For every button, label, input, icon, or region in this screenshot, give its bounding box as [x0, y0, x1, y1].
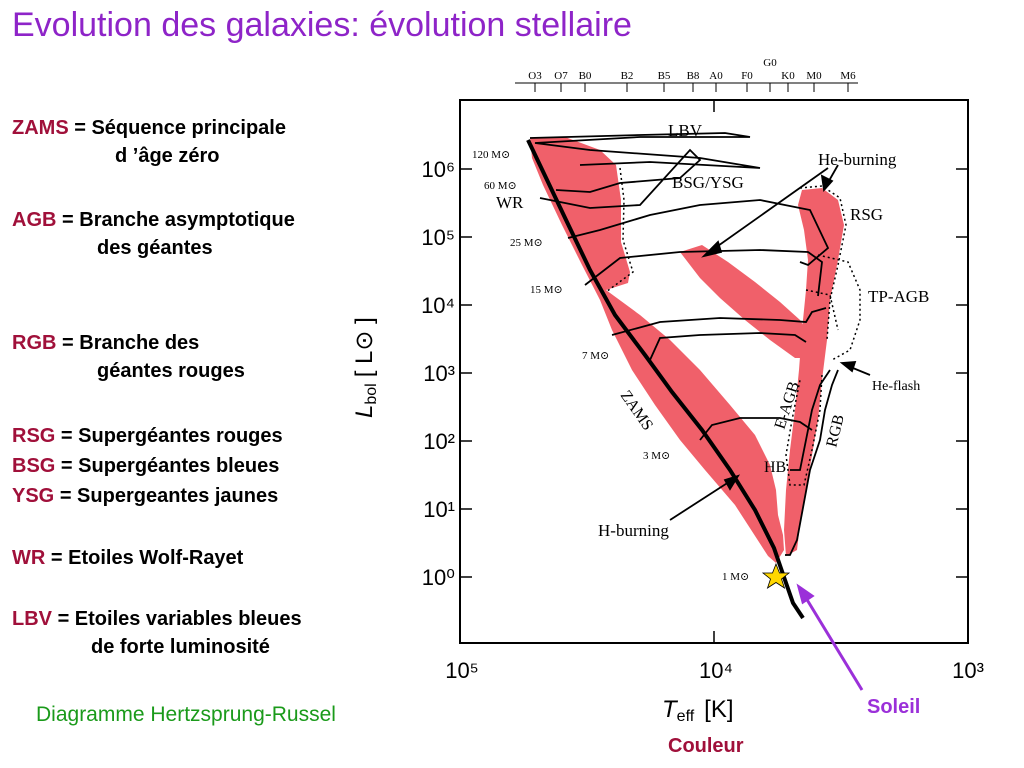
region-label: HB [764, 459, 786, 476]
region-label: WR [496, 193, 524, 212]
y-axis-unit: [ L⊙ ] [351, 317, 378, 377]
glossary-text: = Supergéantes bleues [60, 455, 280, 477]
x-axis-symbol: T [662, 696, 679, 723]
glossary-cont: des géantes [97, 237, 213, 259]
spectral-label: A0 [709, 70, 723, 82]
glossary-text: = Etoiles Wolf-Rayet [50, 547, 244, 569]
sun-star-icon [761, 562, 791, 589]
region-label: RSG [850, 205, 883, 224]
mass-label: 25 M⊙ [510, 237, 543, 249]
evolution-bands [530, 137, 844, 563]
glossary-abbr: BSG [12, 455, 56, 477]
y-tick-label: 10⁰ [422, 565, 455, 590]
glossary-cont: géantes rouges [97, 360, 245, 382]
y-tick-label: 10⁶ [421, 157, 455, 182]
glossary-zams: ZAMS = Séquence principale [12, 113, 286, 143]
x-tick-label: 10⁴ [699, 658, 733, 683]
glossary-agb: AGB = Branche asymptotique [12, 205, 295, 235]
y-tick-label: 10² [423, 429, 455, 454]
region-label: LBV [668, 121, 703, 140]
spectral-label: B5 [658, 70, 671, 82]
x-axis-sub: eff [677, 708, 695, 725]
glossary-abbr: RGB [12, 332, 57, 354]
glossary-rgb: RGB = Branche des [12, 328, 199, 358]
glossary-abbr: LBV [12, 608, 52, 630]
y-tick-label: 10¹ [423, 497, 455, 522]
glossary-abbr: YSG [12, 485, 55, 507]
spectral-label: B8 [687, 70, 700, 82]
x-axis-unit: [K] [704, 696, 733, 723]
spectral-label: M6 [840, 70, 856, 82]
y-tick-label: 10³ [423, 361, 455, 386]
glossary-text: = Supergéantes rouges [60, 425, 283, 447]
glossary-text: = Etoiles variables bleues [57, 608, 302, 630]
spectral-label: O7 [554, 70, 568, 82]
spectral-label: B2 [621, 70, 634, 82]
soleil-label: Soleil [867, 696, 921, 718]
x-tick-label: 10³ [952, 658, 984, 683]
mass-label: 3 M⊙ [643, 450, 670, 462]
region-label: He-burning [818, 150, 897, 169]
glossary-text: = Branche asymptotique [62, 209, 295, 231]
spectral-label: B0 [579, 70, 592, 82]
y-axis-label: Lbol [ L⊙ ] [351, 317, 380, 418]
region-label: RGB [823, 413, 847, 449]
glossary-wr: WR = Etoiles Wolf-Rayet [12, 543, 243, 573]
glossary-abbr: AGB [12, 209, 57, 231]
glossary-lbv: LBV = Etoiles variables bleues [12, 604, 302, 634]
glossary-text: = Séquence principale [74, 117, 286, 139]
couleur-label: Couleur [668, 735, 744, 757]
mass-label: 15 M⊙ [530, 284, 563, 296]
glossary-ysg: YSG = Supergeantes jaunes [12, 481, 278, 511]
region-label: H-burning [598, 521, 669, 540]
slide-title: Evolution des galaxies: évolution stella… [12, 6, 632, 44]
glossary-text: = Supergeantes jaunes [59, 485, 279, 507]
glossary-bsg: BSG = Supergéantes bleues [12, 451, 279, 481]
y-axis-sub: bol [363, 383, 380, 404]
mass-label: 1 M⊙ [722, 571, 749, 583]
y-tick-label: 10⁵ [421, 225, 455, 250]
mass-label: 60 M⊙ [484, 180, 517, 192]
dotted-outlines [605, 167, 861, 486]
soleil-arrow [796, 583, 864, 691]
diagram-caption: Diagramme Hertzsprung-Russel [36, 703, 336, 726]
glossary-text: = Branche des [62, 332, 200, 354]
mass-label: 7 M⊙ [582, 350, 609, 362]
region-label: TP-AGB [868, 287, 929, 306]
tick-marks [460, 100, 968, 643]
y-tick-label: 10⁴ [421, 293, 455, 318]
spectral-label: F0 [741, 70, 753, 82]
spectral-label: G0 [763, 57, 777, 69]
evolution-tracks [529, 132, 839, 556]
mass-label: 120 M⊙ [472, 149, 510, 161]
glossary-abbr: ZAMS [12, 117, 69, 139]
spectral-scale [515, 82, 858, 92]
spectral-label: M0 [806, 70, 822, 82]
x-tick-label: 10⁵ [445, 658, 479, 683]
region-label: He-flash [872, 379, 920, 394]
glossary-rsg: RSG = Supergéantes rouges [12, 421, 283, 451]
region-label: BSG/YSG [672, 173, 744, 192]
annotation-arrows [669, 164, 871, 521]
glossary-abbr: RSG [12, 425, 56, 447]
x-axis-label: Teff [K] [662, 696, 734, 725]
y-axis-symbol: L [351, 405, 378, 418]
glossary-cont: d ’âge zéro [115, 145, 220, 167]
glossary-abbr: WR [12, 547, 46, 569]
spectral-label: K0 [781, 70, 795, 82]
glossary-cont: de forte luminosité [91, 636, 270, 658]
spectral-label: O3 [528, 70, 542, 82]
